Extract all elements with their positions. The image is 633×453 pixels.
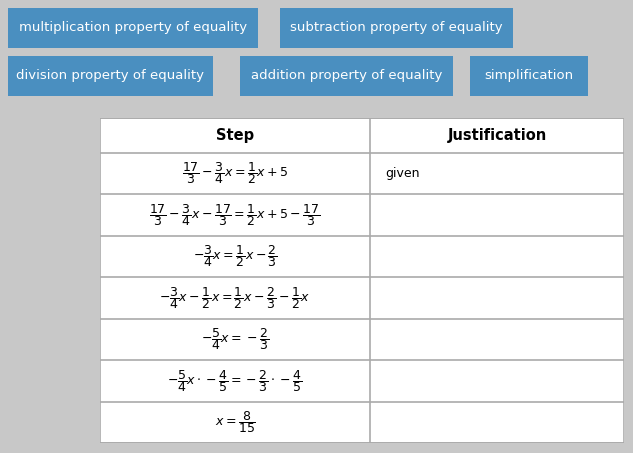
Text: division property of equality: division property of equality: [16, 69, 204, 82]
Text: $\dfrac{17}{3} - \dfrac{3}{4}x - \dfrac{17}{3} = \dfrac{1}{2}x + 5 - \dfrac{17}{: $\dfrac{17}{3} - \dfrac{3}{4}x - \dfrac{…: [149, 202, 321, 228]
Text: $-\dfrac{5}{4}x \cdot -\dfrac{4}{5} = -\dfrac{2}{3} \cdot -\dfrac{4}{5}$: $-\dfrac{5}{4}x \cdot -\dfrac{4}{5} = -\…: [167, 368, 303, 394]
Text: addition property of equality: addition property of equality: [251, 69, 442, 82]
Text: Justification: Justification: [448, 128, 547, 143]
Polygon shape: [100, 118, 624, 443]
Text: given: given: [385, 167, 420, 180]
Text: $-\dfrac{3}{4}x - \dfrac{1}{2}x = \dfrac{1}{2}x - \dfrac{2}{3} - \dfrac{1}{2}x$: $-\dfrac{3}{4}x - \dfrac{1}{2}x = \dfrac…: [160, 285, 311, 311]
FancyBboxPatch shape: [268, 6, 525, 50]
FancyBboxPatch shape: [229, 54, 463, 98]
FancyBboxPatch shape: [0, 54, 223, 98]
Text: $-\dfrac{5}{4}x = -\dfrac{2}{3}$: $-\dfrac{5}{4}x = -\dfrac{2}{3}$: [201, 326, 269, 352]
Text: simplification: simplification: [484, 69, 573, 82]
Text: multiplication property of equality: multiplication property of equality: [19, 21, 247, 34]
Text: $x = \dfrac{8}{15}$: $x = \dfrac{8}{15}$: [215, 410, 256, 435]
Text: Step: Step: [216, 128, 254, 143]
FancyBboxPatch shape: [0, 6, 270, 50]
Text: $-\dfrac{3}{4}x = \dfrac{1}{2}x - \dfrac{2}{3}$: $-\dfrac{3}{4}x = \dfrac{1}{2}x - \dfrac…: [192, 243, 277, 269]
FancyBboxPatch shape: [464, 54, 594, 98]
Text: $\dfrac{17}{3} - \dfrac{3}{4}x = \dfrac{1}{2}x + 5$: $\dfrac{17}{3} - \dfrac{3}{4}x = \dfrac{…: [182, 160, 288, 186]
Text: subtraction property of equality: subtraction property of equality: [290, 21, 503, 34]
